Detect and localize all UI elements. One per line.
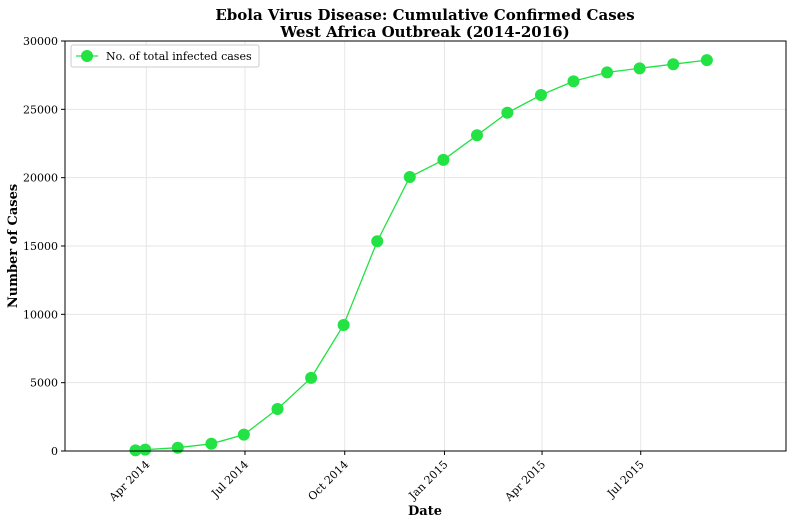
data-point [633,62,646,75]
y-tick-label: 25000 [23,103,58,116]
data-point [471,129,483,142]
data-point [601,66,614,79]
chart-subtitle: West Africa Outbreak (2014-2016) [279,23,569,41]
data-point [205,437,218,450]
x-tick-label: Jul 2015 [604,458,647,501]
data-point [700,54,713,67]
x-tick-label: Apr 2015 [502,458,548,504]
y-tick-label: 5000 [30,377,58,390]
legend: No. of total infected cases [70,44,260,68]
data-point [667,58,680,71]
data-point [437,153,450,166]
data-point [501,106,514,119]
x-tick-label: Jul 2014 [208,458,251,501]
x-axis-label: Date [408,504,442,519]
data-point [337,318,350,331]
legend-marker-sample [81,50,93,62]
data-point [271,403,284,416]
grid [65,40,786,452]
y-tick-label: 10000 [23,308,58,321]
data-point [139,443,152,456]
legend-box [70,44,260,68]
data-point [171,441,184,454]
data-point [371,235,384,248]
data-point [129,444,142,457]
axes: 0 5000 10000 15000 20000 25000 30000 Apr 2014 Ju… [23,35,647,504]
data-point [567,75,580,88]
y-tick-label: 30000 [23,35,58,48]
x-tick-label: Jan 2015 [406,458,451,503]
y-tick-label: 20000 [23,172,58,185]
data-point [237,428,250,441]
y-tick-label: 15000 [23,240,58,253]
chart-title: Ebola Virus Disease: Cumulative Confirme… [215,6,634,24]
y-tick-label: 0 [51,445,58,458]
x-tick-label: Apr 2014 [106,458,152,504]
y-axis-label: Number of Cases [6,184,21,308]
series-line [135,59,707,451]
x-tick-label: Oct 2014 [306,458,351,503]
series-layer [129,54,713,457]
legend-label: No. of total infected cases [106,50,252,63]
data-point [305,371,318,384]
data-point [403,170,416,183]
plot-frame [64,40,787,452]
data-point [534,88,547,101]
